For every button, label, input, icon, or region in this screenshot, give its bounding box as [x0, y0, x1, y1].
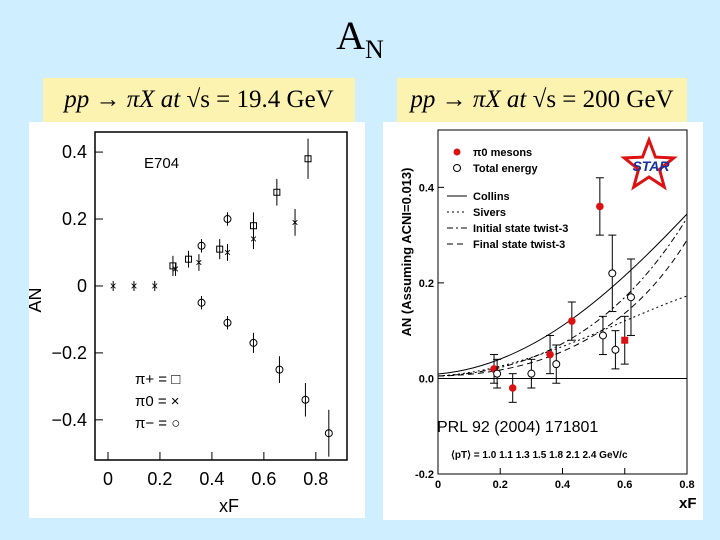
data-point-pi-plus — [249, 222, 257, 230]
data-point-total-energy — [626, 293, 635, 302]
data-point-total-energy — [598, 331, 607, 340]
star-logo-text: STAR — [632, 158, 670, 174]
page-title: AN — [336, 13, 384, 64]
data-point-pi-minus — [197, 298, 206, 307]
y-tick-label: 0.4 — [419, 182, 435, 194]
x-tick-label: 0.6 — [251, 469, 276, 489]
plot-frame — [94, 131, 348, 461]
data-point-pi-zero: × — [250, 232, 257, 246]
data-point-pi-zero: × — [224, 245, 231, 259]
star-logo-icon — [620, 135, 678, 191]
y-tick-label: 0.2 — [62, 209, 87, 229]
reference-label: PRL 92 (2004) 171801 — [437, 419, 598, 436]
data-point-pi0 — [546, 350, 554, 359]
data-point-pi-zero: × — [151, 279, 158, 293]
e704-chart-panel: 0 0.2 0.4 0.6 0.8 0.4 0.2 0 −0.2 −0.4 E704 AN xF π+ =… — [25, 122, 365, 518]
left-formula-process: pp → πX at — [64, 86, 181, 113]
y-axis-label: AN — [29, 287, 45, 312]
legend-marker-pi0 — [453, 148, 461, 156]
final-twist3-curve — [437, 239, 688, 377]
x-axis-label: xF — [219, 496, 239, 516]
collins-curve — [437, 213, 688, 375]
legend-entry: π0 = × — [135, 393, 180, 410]
data-point-pi-minus — [223, 318, 232, 327]
y-axis-label: AN (Assuming ACNI=0.013) — [399, 168, 414, 337]
data-point-pi0 — [596, 202, 604, 211]
data-point-pi-plus — [304, 155, 312, 163]
data-point-pi0 — [568, 317, 576, 325]
y-tick-label: −0.4 — [51, 410, 87, 430]
star-chart: 0 0.2 0.4 0.6 0.8 -0.2 0.0 0.2 0.4 AN (Assuming A… — [399, 129, 697, 512]
y-tick-label: 0.0 — [419, 373, 434, 385]
chart-title: E704 — [144, 155, 179, 172]
x-tick-label: 0.8 — [679, 479, 694, 491]
legend-entry: Sivers — [473, 207, 506, 219]
x-tick-label: 0.2 — [493, 479, 508, 491]
legend-entry: Collins — [473, 191, 510, 203]
legend-entry: Total energy — [473, 163, 538, 175]
e704-chart: 0 0.2 0.4 0.6 0.8 0.4 0.2 0 −0.2 −0.4 E704 AN xF π+ =… — [25, 131, 348, 516]
y-tick-label: -0.2 — [415, 469, 434, 481]
data-point-pi-minus — [249, 338, 258, 347]
sivers-curve — [437, 295, 688, 377]
x-axis-label: xF — [679, 495, 697, 512]
data-point-total-energy — [611, 345, 620, 354]
data-point-pi-zero: × — [292, 215, 299, 229]
data-point-square — [621, 336, 629, 344]
y-tick-label: 0.4 — [62, 142, 87, 162]
legend-entry: π+ = □ — [135, 371, 180, 388]
data-point-total-energy — [608, 269, 617, 278]
legend-entry: π− = ○ — [135, 415, 180, 432]
data-point-pi-minus — [324, 429, 333, 438]
x-tick-label: 0 — [435, 479, 441, 491]
y-tick-label: −0.2 — [51, 343, 87, 363]
data-point-pi-minus — [275, 365, 284, 374]
data-point-pi-zero: × — [130, 279, 137, 293]
data-point-pi-minus — [223, 215, 232, 224]
data-point-pi-zero: × — [172, 262, 179, 276]
x-tick-label: 0.8 — [303, 469, 328, 489]
data-point-pi-plus — [216, 245, 224, 253]
legend-entry: π0 mesons — [473, 147, 532, 159]
right-formula-process: pp → πX at — [410, 86, 527, 113]
data-point-total-energy — [527, 369, 536, 378]
data-point-pi0 — [508, 384, 517, 392]
data-point-pi-plus — [273, 188, 281, 196]
x-tick-label: 0.2 — [147, 469, 172, 489]
data-point-pi-zero: × — [110, 279, 117, 293]
left-formula-banner: pp → πX at √s = 19.4 GeV — [43, 78, 355, 122]
y-tick-label: 0.2 — [419, 278, 434, 290]
x-tick-label: 0 — [103, 469, 113, 489]
y-tick-label: 0 — [77, 276, 87, 296]
x-tick-label: 0.6 — [617, 479, 632, 491]
star-chart-panel: 0 0.2 0.4 0.6 0.8 -0.2 0.0 0.2 0.4 AN (Assuming A… — [383, 122, 703, 520]
left-formula-energy: √s = 19.4 GeV — [186, 86, 334, 113]
data-point-total-energy — [493, 369, 502, 378]
data-point-total-energy — [552, 360, 561, 369]
data-point-pi-plus — [185, 255, 193, 263]
right-formula-banner: pp → πX at √s = 200 GeV — [397, 78, 687, 122]
x-tick-label: 0.4 — [199, 469, 224, 489]
legend-marker-total — [453, 164, 461, 172]
data-point-pi-minus — [301, 395, 310, 404]
pt-label: ⟨pT⟩ = 1.0 1.1 1.3 1.5 1.8 2.1 2.4 GeV/c — [451, 450, 628, 461]
data-point-pi-minus — [197, 241, 206, 250]
x-tick-label: 0.4 — [555, 479, 571, 491]
legend-entry: Final state twist-3 — [473, 239, 565, 251]
data-point-pi-zero: × — [195, 256, 202, 270]
right-formula-energy: √s = 200 GeV — [532, 86, 674, 113]
legend-entry: Initial state twist-3 — [473, 223, 568, 235]
